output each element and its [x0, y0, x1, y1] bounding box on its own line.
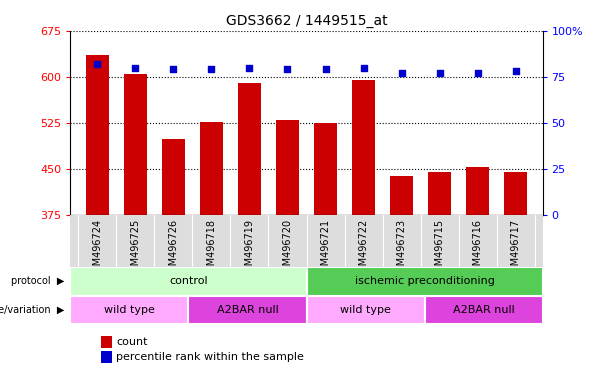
- Point: [207, 66, 216, 73]
- Text: GSM496716: GSM496716: [473, 219, 483, 278]
- Title: GDS3662 / 1449515_at: GDS3662 / 1449515_at: [226, 14, 387, 28]
- Point: [92, 61, 102, 67]
- Text: percentile rank within the sample: percentile rank within the sample: [116, 352, 304, 362]
- Text: GSM496724: GSM496724: [92, 219, 102, 278]
- Text: control: control: [169, 276, 208, 286]
- Text: GSM496726: GSM496726: [169, 219, 178, 278]
- Text: GSM496717: GSM496717: [511, 219, 521, 278]
- Bar: [352, 80, 375, 215]
- Text: GSM496719: GSM496719: [245, 219, 254, 278]
- Point: [245, 65, 254, 71]
- Bar: [70, 296, 189, 324]
- Bar: [466, 167, 489, 215]
- Text: count: count: [116, 337, 148, 347]
- Bar: [124, 74, 147, 215]
- Text: wild type: wild type: [104, 305, 155, 315]
- Bar: [306, 296, 424, 324]
- Point: [473, 70, 482, 76]
- Bar: [424, 296, 543, 324]
- Text: GSM496720: GSM496720: [283, 219, 292, 278]
- Bar: [162, 139, 185, 215]
- Bar: [70, 267, 306, 296]
- Text: GSM496722: GSM496722: [359, 219, 368, 278]
- Point: [435, 70, 444, 76]
- Bar: [306, 267, 543, 296]
- Bar: [504, 172, 527, 215]
- Text: GSM496718: GSM496718: [207, 219, 216, 278]
- Text: GSM496715: GSM496715: [435, 219, 444, 278]
- Text: A2BAR null: A2BAR null: [452, 305, 514, 315]
- Text: A2BAR null: A2BAR null: [216, 305, 278, 315]
- Bar: [276, 120, 299, 215]
- Text: protocol  ▶: protocol ▶: [11, 276, 64, 286]
- Point: [131, 65, 140, 71]
- Bar: [428, 172, 451, 215]
- Text: wild type: wild type: [340, 305, 391, 315]
- Bar: [314, 123, 337, 215]
- Text: genotype/variation  ▶: genotype/variation ▶: [0, 305, 64, 315]
- Bar: [200, 122, 223, 215]
- Text: GSM496725: GSM496725: [130, 219, 140, 278]
- Point: [169, 66, 178, 73]
- Point: [511, 68, 521, 74]
- Text: ischemic preconditioning: ischemic preconditioning: [354, 276, 495, 286]
- Bar: [390, 176, 413, 215]
- Text: GSM496723: GSM496723: [397, 219, 406, 278]
- Point: [283, 66, 292, 73]
- Bar: [86, 55, 109, 215]
- Point: [359, 65, 368, 71]
- Text: GSM496721: GSM496721: [321, 219, 330, 278]
- Point: [397, 70, 406, 76]
- Bar: [238, 83, 261, 215]
- Point: [321, 66, 330, 73]
- Bar: [189, 296, 306, 324]
